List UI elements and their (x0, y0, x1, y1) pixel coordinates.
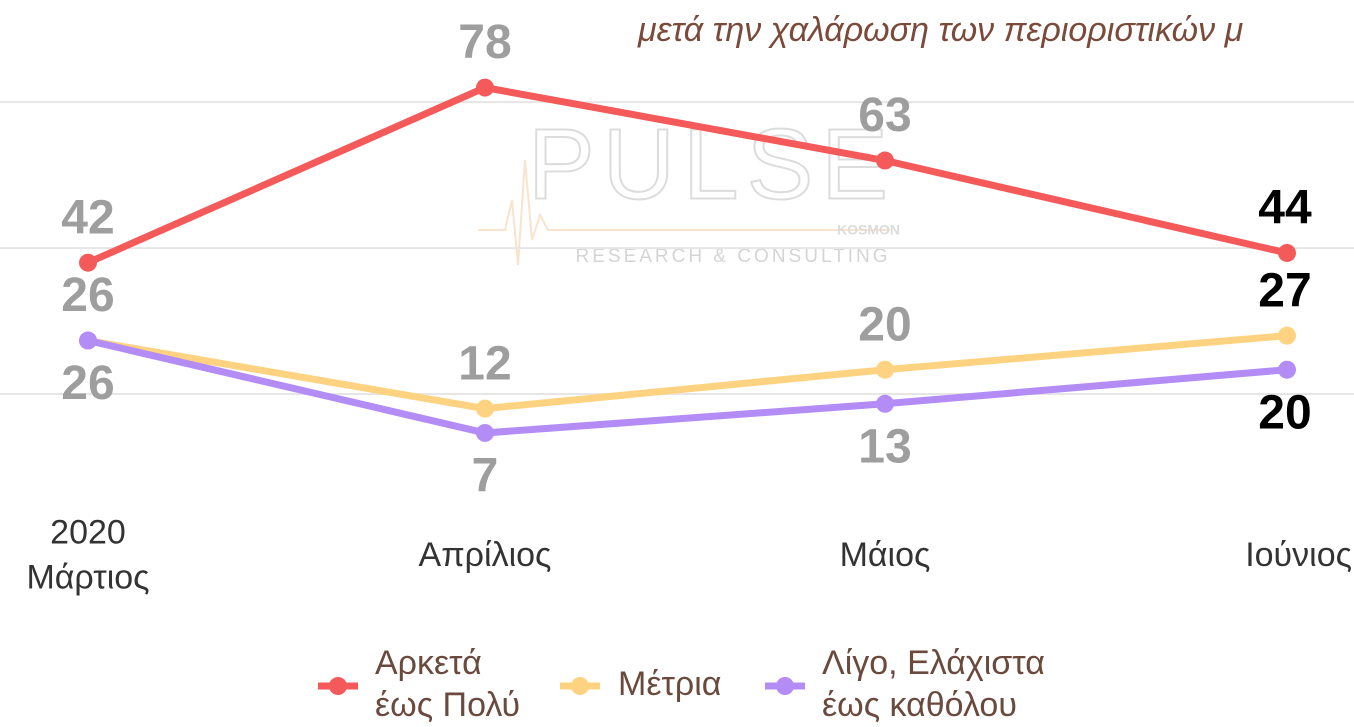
watermark: PULSE KOSMON RESEARCH & CONSULTING (478, 107, 900, 267)
data-label: 63 (858, 89, 911, 142)
data-label: 26 (61, 357, 114, 410)
data-label: 26 (61, 269, 114, 322)
data-label: 78 (458, 16, 511, 69)
chart-title: μετά την χαλάρωση των περιοριστικών μ (637, 11, 1244, 49)
point (876, 360, 894, 379)
legend-marker (571, 677, 589, 695)
legend-label: Μέτρια (618, 665, 721, 703)
series-line (86, 84, 1288, 266)
point (476, 423, 494, 442)
point (476, 399, 494, 418)
point (79, 331, 97, 350)
x-tick-label: 2020 Μάρτιος (26, 513, 149, 596)
watermark-brand: PULSE (528, 108, 896, 220)
watermark-pulse (478, 159, 890, 266)
x-tick-label: Μάιος (840, 536, 931, 574)
point (79, 253, 97, 272)
point (476, 78, 494, 97)
data-label: 27 (1258, 264, 1311, 317)
point (1278, 243, 1296, 262)
data-label: 12 (458, 337, 511, 390)
series-line (87, 337, 1288, 437)
legend-label: Λίγο, Ελάχιστα έως καθόλου (822, 644, 1045, 724)
watermark-tagline: RESEARCH & CONSULTING (576, 246, 891, 267)
legend-marker (776, 677, 794, 695)
watermark-sub: KOSMON (837, 222, 900, 238)
x-tick-label: Απρίλιος (419, 536, 552, 574)
series-line (87, 332, 1288, 413)
data-label: 20 (858, 298, 911, 351)
x-tick-label: Ιούνιος (1245, 536, 1352, 574)
data-label: 42 (61, 191, 114, 244)
point (1278, 360, 1296, 379)
data-label: 20 (1258, 386, 1311, 439)
data-label: 7 (472, 450, 499, 503)
data-label: 13 (858, 420, 911, 473)
data-label: 44 (1258, 182, 1312, 235)
legend-marker (329, 677, 347, 695)
legend-label: Αρκετά έως Πολύ (375, 644, 520, 724)
point (876, 394, 894, 413)
point (876, 151, 894, 170)
point (1278, 326, 1296, 345)
